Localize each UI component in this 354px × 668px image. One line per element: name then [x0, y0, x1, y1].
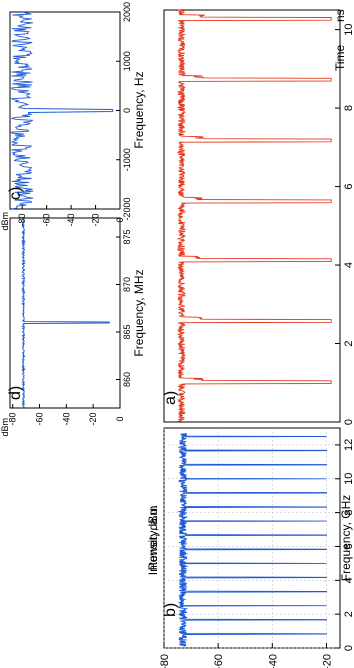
panel-b-xtick-label: 8 — [343, 510, 354, 516]
panel-b-ytick-label: -60 — [213, 654, 225, 668]
panel-b-xlabel: Frequency, GHz — [339, 495, 353, 581]
panel-b-ytick-label: -20 — [321, 654, 333, 668]
small-panel-ytick-label: -20 — [88, 412, 98, 425]
small-panel-xtick-label: 2000 — [122, 2, 132, 22]
panel-a-letter: a) — [162, 391, 179, 405]
panel-b-letter: b) — [162, 603, 179, 617]
panel-c-xlabel: Frequency, Hz — [132, 71, 146, 148]
small-panel-ytick-label: -60 — [42, 213, 52, 226]
panel-b-ytick-label: -80 — [159, 654, 171, 668]
panel-b-frame — [163, 427, 341, 649]
panel-c-frame — [9, 11, 121, 210]
panel-b-xtick-label: 4 — [343, 577, 354, 583]
panel-b-ylabel: Power, dBm — [146, 506, 160, 571]
small-panel-xtick-label: 875 — [122, 229, 132, 244]
panel-a-ylabel: Intensity, a.u. — [146, 505, 160, 575]
panel-a-tick-label: 4 — [343, 262, 354, 268]
panel-b-xtick-label: 0 — [343, 645, 354, 651]
small-panel-ytick-label: -40 — [61, 412, 71, 425]
small-panel-xtick-label: 0 — [122, 108, 132, 113]
panel-a-tick-label: 0 — [343, 419, 354, 425]
small-panel-ytick-label: -20 — [91, 213, 101, 226]
small-panel-ytick-label: 0 — [115, 416, 125, 421]
panel-b-ytick-label: -40 — [267, 654, 279, 668]
panel-b-xtick-label: 2 — [343, 611, 354, 617]
small-panel-xtick-label: 1000 — [122, 51, 132, 71]
small-panel-ytick-label: -80 — [17, 213, 27, 226]
panel-a-xlabel: Time — [333, 44, 347, 71]
panel-d-ylabel: dBm — [0, 418, 10, 437]
narrowband-spectrum-trace — [10, 11, 114, 210]
panel-a-frame — [163, 9, 341, 423]
panel-c-ylabel: dBm — [0, 212, 10, 231]
panel-a-tick-label: 6 — [343, 184, 354, 190]
small-panel-xtick-label: 860 — [122, 372, 132, 387]
panel-a-tick-label: 8 — [343, 105, 354, 111]
panel-a: 0 2 4 6 8 10 a) Time ns Intensity, a.u. — [146, 9, 354, 575]
panel-a-xunit: ns — [333, 9, 347, 22]
power-spectrum-trace — [177, 432, 327, 647]
panel-b-xtick-label: 10 — [343, 473, 354, 485]
panel-d-xlabel: Frequency, MHz — [132, 269, 146, 356]
panel-d-letter: d) — [7, 386, 24, 400]
intensity-trace — [176, 9, 332, 423]
small-panel-xtick-label: -1000 — [122, 148, 132, 171]
panel-c-letter: c) — [7, 187, 24, 200]
small-panel-xtick-label: 870 — [122, 277, 132, 292]
small-panel-xtick-label: -2000 — [122, 197, 132, 220]
small-panel-ytick-label: -60 — [35, 412, 45, 425]
panel-a-tick-label: 2 — [343, 340, 354, 346]
panel-d: 860 865 870 875 0 -20 -40 -60 -80 d) Frequency, … — [0, 217, 146, 437]
rf-spectrum-trace — [20, 218, 110, 409]
small-panel-xtick-label: 865 — [122, 324, 132, 339]
small-panel-ytick-label: -40 — [66, 213, 76, 226]
panel-d-frame — [9, 217, 121, 409]
panel-b-xtick-label: 6 — [343, 543, 354, 549]
small-panel-ytick-label: -80 — [8, 412, 18, 425]
panel-a-tick-label: 10 — [343, 23, 354, 35]
panel-b-xtick-label: 12 — [343, 439, 354, 451]
